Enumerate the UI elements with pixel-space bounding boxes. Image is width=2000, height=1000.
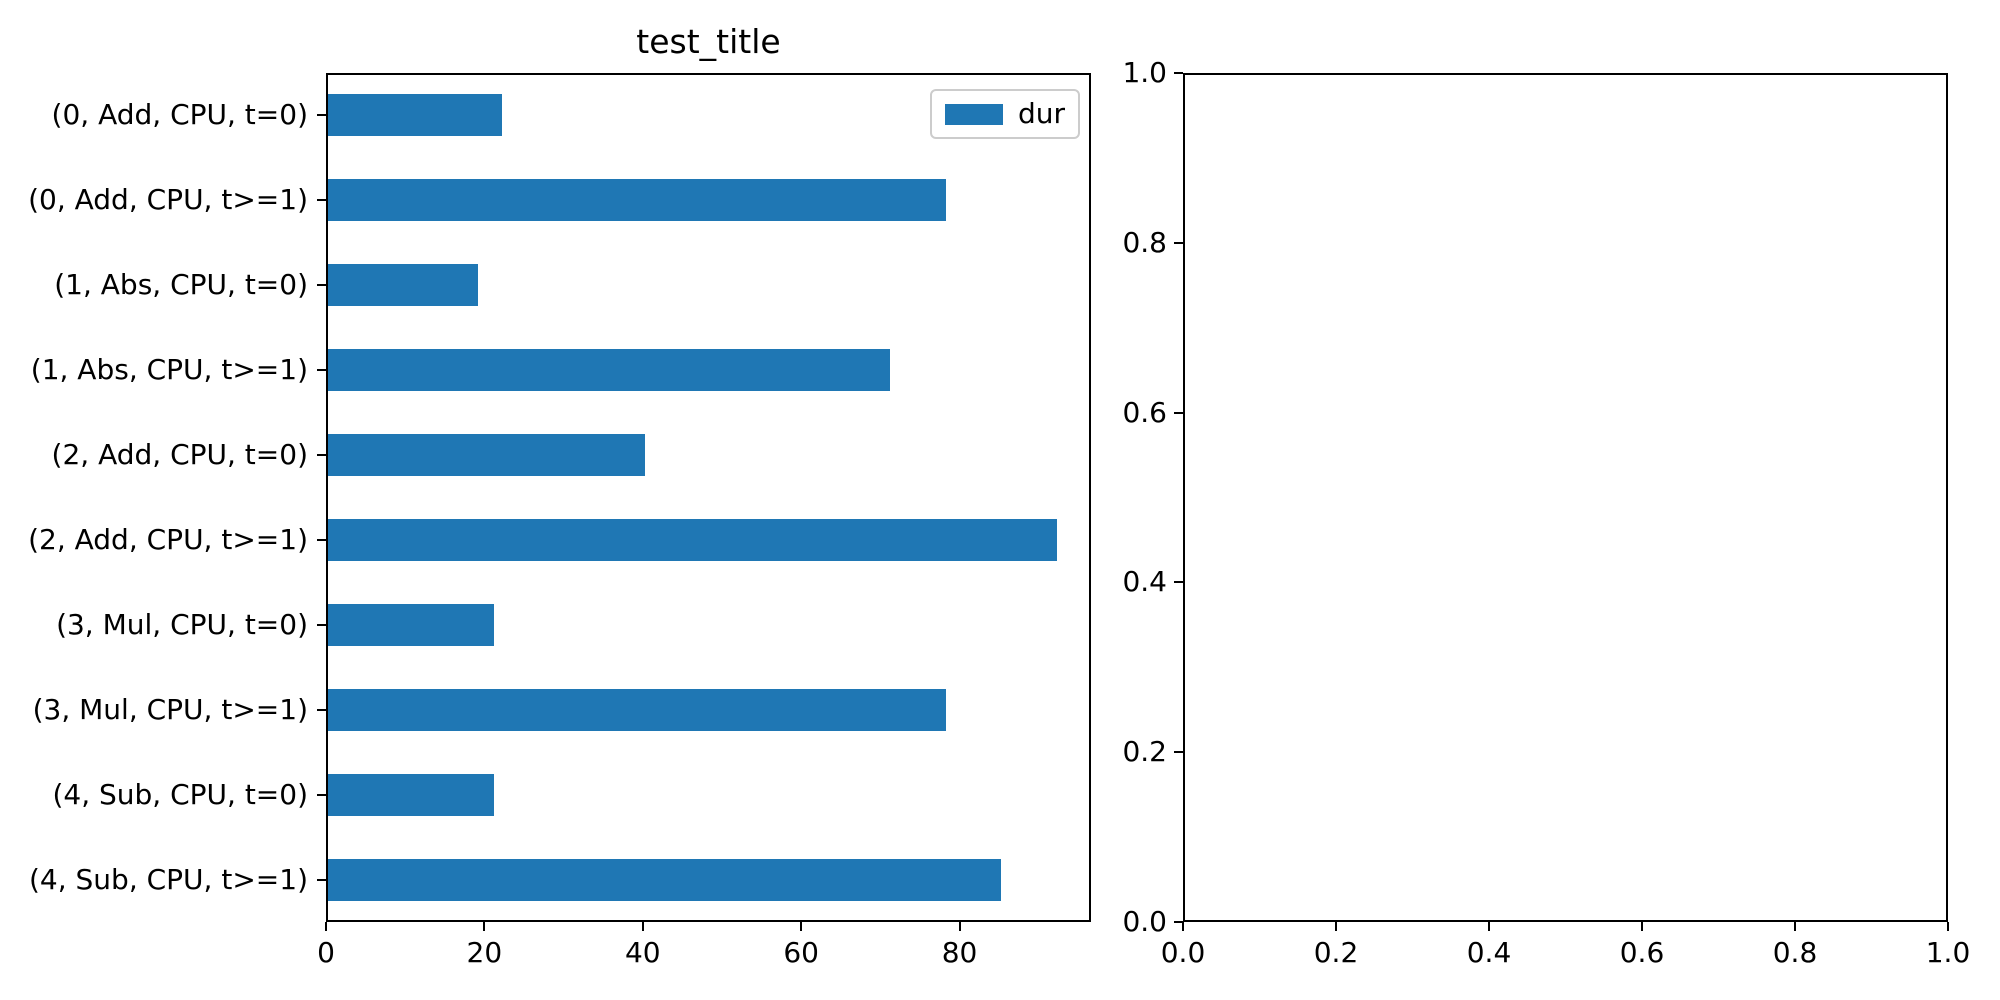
empty-plot-area: [1183, 73, 1948, 922]
x-tick-mark: [641, 922, 644, 931]
bar: [328, 688, 946, 731]
category-label: (4, Sub, CPU, t>=1): [28, 862, 308, 896]
x-tick-mark: [1794, 922, 1796, 931]
category-label: (2, Add, CPU, t>=1): [28, 522, 308, 556]
y-tick-mark: [317, 793, 326, 796]
x-tick-mark: [1947, 922, 1949, 931]
bar: [328, 858, 1002, 901]
y-tick-mark: [317, 284, 326, 287]
y-tick-mark: [1174, 72, 1183, 74]
bar: [328, 773, 495, 816]
x-tick-mark: [800, 922, 803, 931]
category-label: (0, Add, CPU, t>=1): [28, 183, 308, 217]
category-label: (3, Mul, CPU, t=0): [56, 607, 308, 641]
category-label: (1, Abs, CPU, t>=1): [30, 353, 308, 387]
y-tick-mark: [1174, 411, 1183, 414]
x-tick-label: 0.8: [1772, 936, 1818, 969]
x-tick-mark: [958, 922, 961, 931]
x-tick-label: 40: [624, 936, 661, 969]
legend: dur: [930, 89, 1080, 139]
y-tick-label: 0.2: [1122, 735, 1167, 769]
x-tick-label: 0.0: [1160, 936, 1206, 969]
category-label: (2, Add, CPU, t=0): [51, 438, 308, 472]
y-tick-mark: [317, 623, 326, 626]
x-tick-label: 0.4: [1466, 936, 1512, 969]
y-tick-mark: [1174, 241, 1183, 244]
x-tick-mark: [1182, 922, 1184, 931]
legend-label: dur: [1018, 97, 1066, 130]
y-tick-mark: [317, 708, 326, 711]
plot-title: test_title: [636, 22, 781, 61]
y-tick-mark: [317, 199, 326, 202]
y-tick-mark: [317, 114, 326, 117]
category-label: (0, Add, CPU, t=0): [51, 98, 308, 132]
bar: [328, 518, 1057, 561]
bar: [328, 434, 645, 477]
x-tick-mark: [1335, 922, 1337, 931]
x-tick-label: 0.2: [1313, 936, 1359, 969]
y-tick-mark: [317, 454, 326, 457]
x-tick-mark: [1488, 922, 1490, 931]
y-tick-label: 0.6: [1122, 395, 1167, 429]
bar: [328, 349, 891, 392]
category-label: (1, Abs, CPU, t=0): [54, 268, 308, 302]
y-tick-mark: [317, 878, 326, 881]
y-tick-label: 0.4: [1122, 565, 1167, 599]
y-tick-mark: [1174, 581, 1183, 584]
y-tick-mark: [1174, 751, 1183, 754]
category-label: (4, Sub, CPU, t=0): [52, 777, 308, 811]
x-tick-label: 80: [941, 936, 978, 969]
legend-swatch-icon: [945, 103, 1003, 125]
x-tick-mark: [325, 922, 327, 931]
bar: [328, 179, 946, 222]
bar: [328, 94, 503, 137]
y-tick-mark: [317, 538, 326, 541]
y-tick-label: 0.8: [1122, 225, 1167, 259]
y-tick-mark: [317, 369, 326, 372]
barh-plot-area: [326, 73, 1091, 922]
y-tick-label: 1.0: [1122, 56, 1167, 89]
y-tick-mark: [1174, 921, 1183, 923]
y-tick-label: 0.0: [1122, 905, 1167, 938]
x-tick-label: 0: [317, 936, 335, 969]
x-tick-label: 0.6: [1619, 936, 1665, 969]
x-tick-label: 20: [466, 936, 503, 969]
x-tick-label: 1.0: [1925, 936, 1971, 969]
x-tick-mark: [483, 922, 486, 931]
bar: [328, 603, 495, 646]
category-label: (3, Mul, CPU, t>=1): [32, 692, 308, 726]
x-tick-label: 60: [783, 936, 819, 969]
x-tick-mark: [1641, 922, 1643, 931]
bar: [328, 264, 479, 307]
